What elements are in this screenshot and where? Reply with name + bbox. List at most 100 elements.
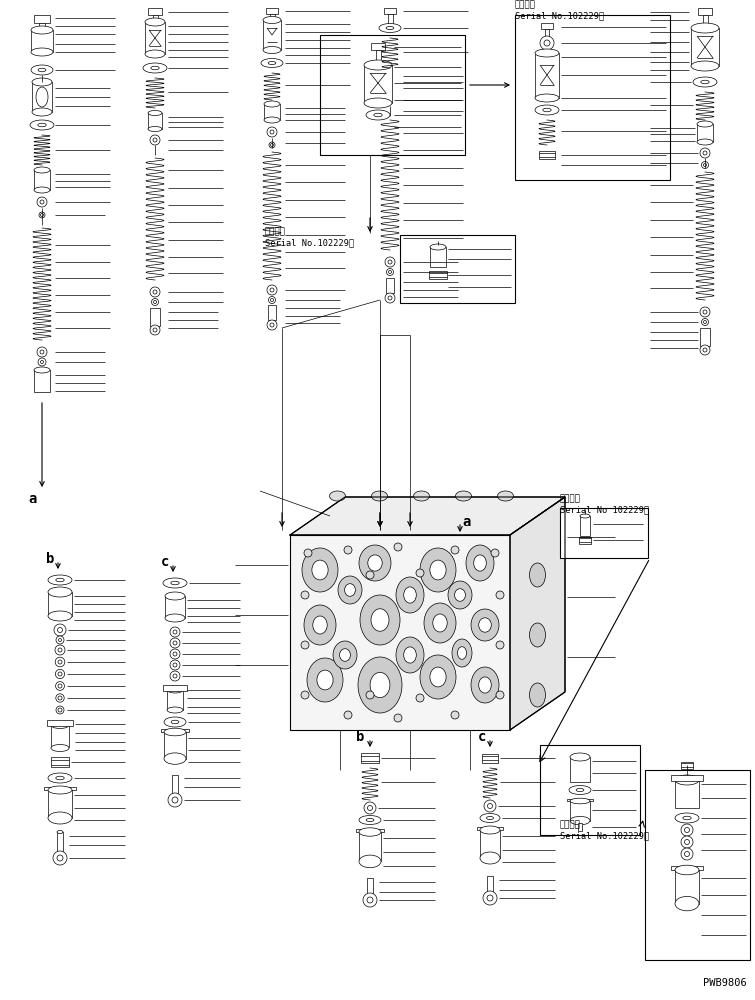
Ellipse shape <box>164 753 186 764</box>
Circle shape <box>40 200 44 204</box>
Bar <box>382 72 398 88</box>
Circle shape <box>269 142 275 148</box>
Bar <box>477 827 503 830</box>
Ellipse shape <box>570 798 590 804</box>
Bar <box>367 878 373 896</box>
Ellipse shape <box>529 563 546 587</box>
Circle shape <box>388 98 392 102</box>
Circle shape <box>37 197 47 207</box>
Circle shape <box>150 135 160 145</box>
Circle shape <box>56 694 64 702</box>
Ellipse shape <box>48 786 72 794</box>
Circle shape <box>387 268 393 275</box>
Circle shape <box>173 674 177 678</box>
Text: c: c <box>478 730 486 744</box>
Ellipse shape <box>263 46 281 53</box>
Bar <box>545 29 549 39</box>
Circle shape <box>270 323 274 327</box>
Circle shape <box>388 296 392 300</box>
Ellipse shape <box>366 818 374 822</box>
Ellipse shape <box>48 611 72 621</box>
Ellipse shape <box>404 647 416 663</box>
Ellipse shape <box>312 560 328 580</box>
Circle shape <box>304 549 312 557</box>
Ellipse shape <box>307 658 343 702</box>
Ellipse shape <box>675 813 699 823</box>
Ellipse shape <box>48 587 72 597</box>
Bar <box>387 14 393 24</box>
Bar <box>698 8 712 15</box>
Ellipse shape <box>498 491 513 501</box>
Ellipse shape <box>466 545 494 581</box>
Circle shape <box>37 347 47 357</box>
Ellipse shape <box>675 896 699 911</box>
Bar <box>675 870 699 904</box>
Circle shape <box>267 285 277 295</box>
Text: 適用号機
Serial No.102229～: 適用号機 Serial No.102229～ <box>265 227 354 248</box>
Circle shape <box>344 711 352 719</box>
Ellipse shape <box>34 167 50 173</box>
Bar <box>51 757 69 767</box>
Circle shape <box>701 161 708 168</box>
Ellipse shape <box>452 639 472 667</box>
Circle shape <box>56 706 64 714</box>
Text: 通用号機
Serial No.102229～: 通用号機 Serial No.102229～ <box>560 820 649 841</box>
Circle shape <box>152 298 159 306</box>
Bar <box>429 271 447 279</box>
Ellipse shape <box>171 720 179 724</box>
Bar <box>675 780 699 808</box>
Circle shape <box>170 671 180 681</box>
Ellipse shape <box>529 683 546 707</box>
Ellipse shape <box>148 126 162 131</box>
Ellipse shape <box>430 560 446 580</box>
Bar <box>47 720 73 726</box>
Bar <box>57 832 63 854</box>
Bar <box>691 28 719 66</box>
Bar <box>161 729 190 732</box>
Ellipse shape <box>32 108 52 116</box>
Circle shape <box>488 804 492 808</box>
Ellipse shape <box>570 816 590 825</box>
Ellipse shape <box>264 101 280 107</box>
Bar <box>541 23 553 29</box>
Circle shape <box>173 641 177 645</box>
Bar <box>515 15 670 180</box>
Circle shape <box>416 694 424 702</box>
Ellipse shape <box>471 609 499 641</box>
Circle shape <box>168 793 182 807</box>
Ellipse shape <box>145 18 165 26</box>
Bar <box>264 104 280 120</box>
Circle shape <box>57 628 63 633</box>
Ellipse shape <box>471 667 499 703</box>
Bar <box>482 754 498 762</box>
Bar <box>535 53 559 98</box>
Ellipse shape <box>382 85 398 91</box>
Ellipse shape <box>396 637 424 673</box>
Ellipse shape <box>171 581 179 585</box>
Circle shape <box>173 663 177 667</box>
Circle shape <box>484 800 496 812</box>
Ellipse shape <box>313 616 327 634</box>
Bar <box>579 536 591 544</box>
Ellipse shape <box>165 614 185 622</box>
Ellipse shape <box>329 491 346 501</box>
Bar <box>384 8 396 14</box>
Ellipse shape <box>371 491 387 501</box>
Ellipse shape <box>455 589 465 601</box>
Ellipse shape <box>31 48 53 56</box>
Bar <box>700 328 710 346</box>
Circle shape <box>41 214 44 217</box>
Ellipse shape <box>448 581 472 609</box>
Circle shape <box>388 260 392 264</box>
Bar <box>270 14 275 24</box>
Bar <box>268 305 276 320</box>
Text: 適用号機
Serial No.102229～: 適用号機 Serial No.102229～ <box>515 0 604 21</box>
Ellipse shape <box>420 548 456 592</box>
Ellipse shape <box>264 117 280 123</box>
Circle shape <box>56 636 64 644</box>
Circle shape <box>172 797 178 803</box>
Ellipse shape <box>386 26 394 30</box>
Ellipse shape <box>543 108 551 112</box>
Bar <box>359 832 381 861</box>
Ellipse shape <box>473 555 486 571</box>
